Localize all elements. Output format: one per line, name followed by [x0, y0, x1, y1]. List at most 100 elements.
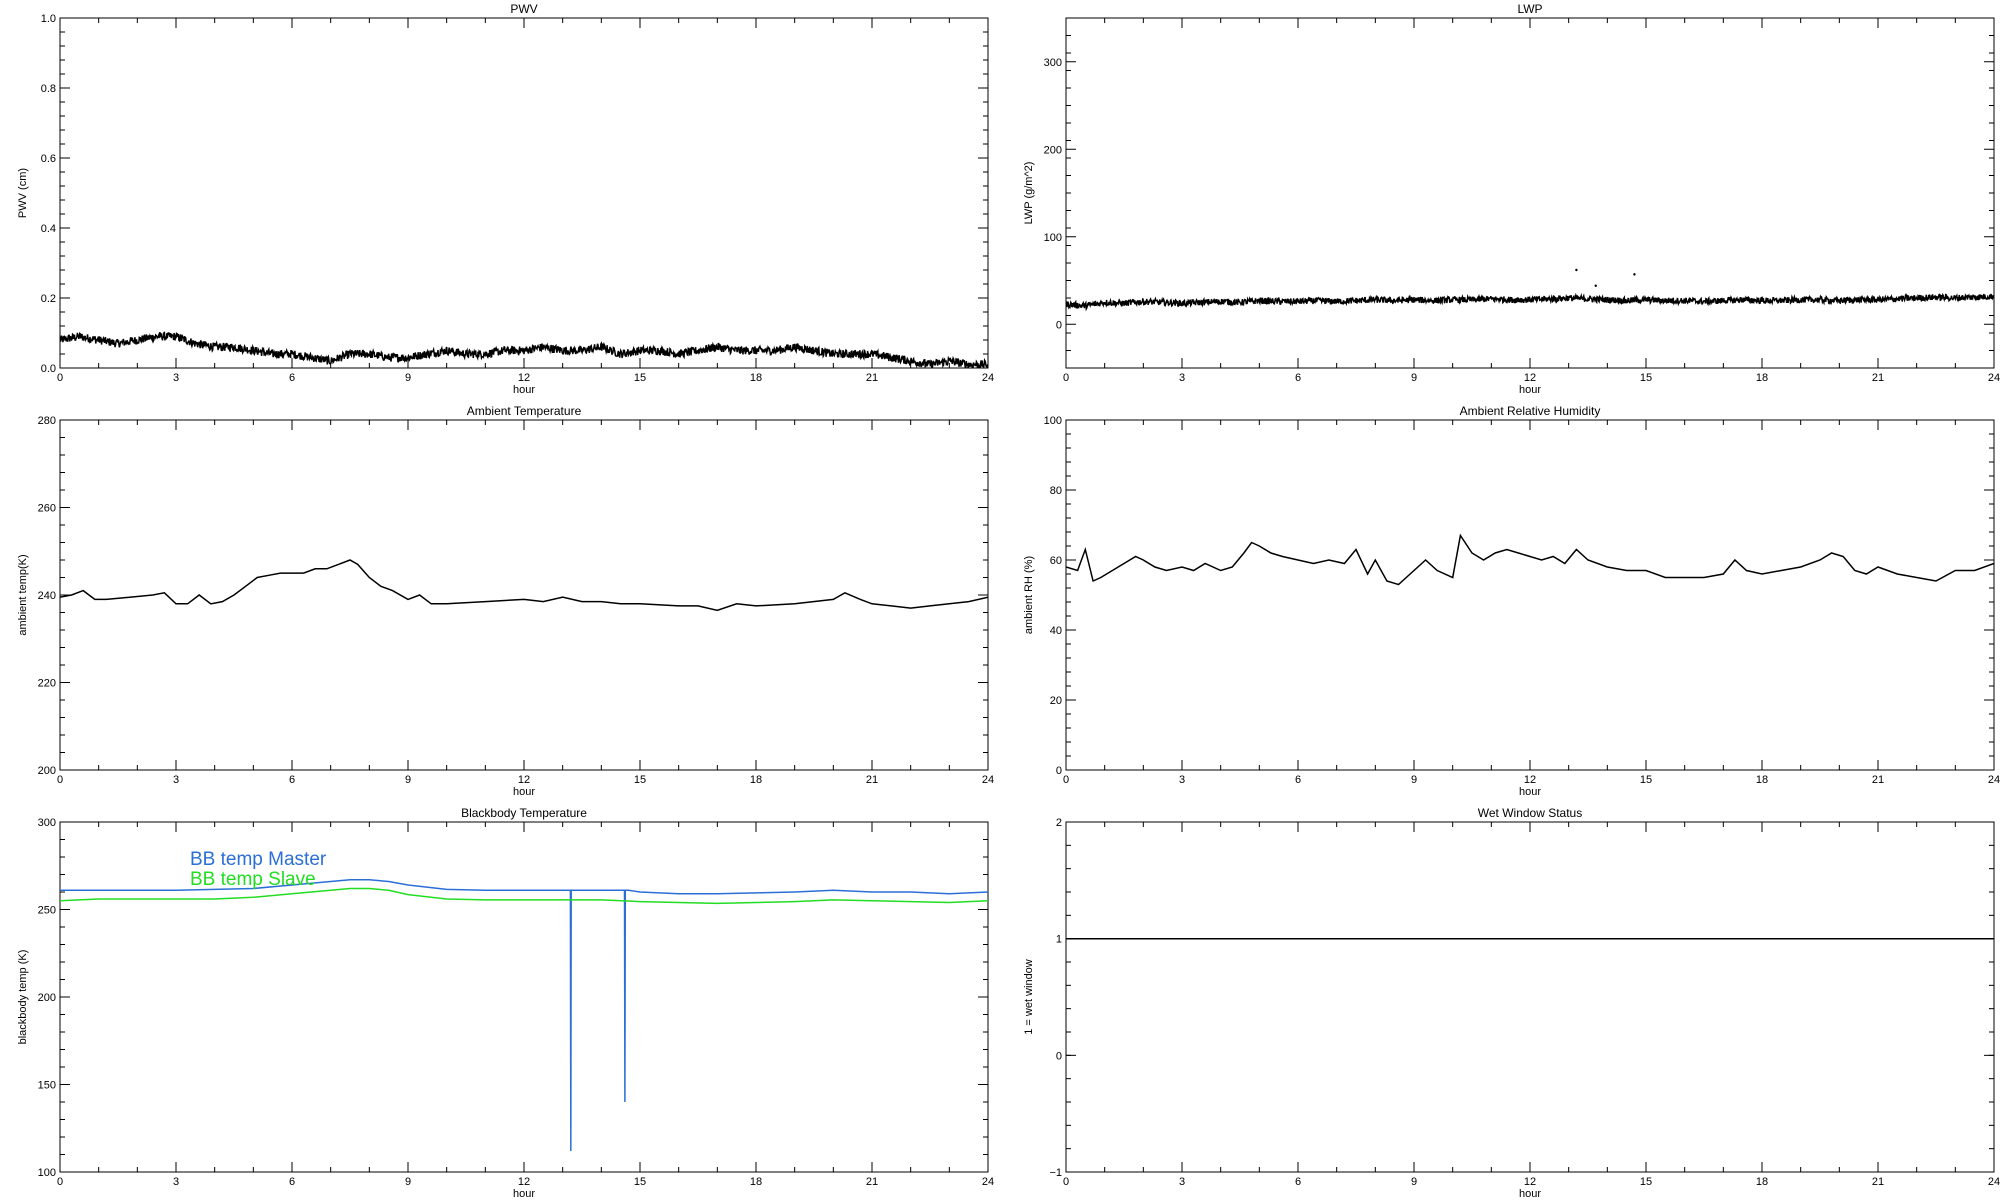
panel-title: Wet Window Status	[1478, 806, 1582, 820]
outlier-point	[1594, 284, 1597, 287]
y-tick-label: 150	[38, 1080, 56, 1092]
x-axis-label: hour	[513, 384, 535, 396]
panel-ambient_temp: Ambient Temperature 0 3 6 9 12 15 18 21 24 hour 200…	[17, 404, 994, 798]
y-tick-label: 300	[1044, 57, 1062, 69]
panel-lwp: LWP 0 3 6 9 12 15 18 21 24 hour 0 100 200 300 LWP (g/m^…	[1023, 2, 2000, 396]
y-tick-label: 80	[1050, 485, 1062, 497]
x-tick-label: 0	[57, 1176, 63, 1188]
y-axis-label: ambient temp(K)	[17, 554, 29, 635]
x-tick-label: 9	[1411, 372, 1417, 384]
y-tick-label: 0.6	[41, 153, 56, 165]
y-tick-label: 200	[38, 992, 56, 1004]
y-tick-label: 2	[1056, 817, 1062, 829]
x-tick-label: 12	[518, 372, 530, 384]
x-tick-label: 6	[289, 372, 295, 384]
plot-frame	[59, 17, 989, 369]
x-tick-label: 21	[866, 372, 878, 384]
y-tick-label: 0.8	[41, 83, 56, 95]
x-tick-label: 6	[289, 774, 295, 786]
y-tick-label: 20	[1050, 695, 1062, 707]
y-tick-label: 0	[1056, 1050, 1062, 1062]
x-tick-label: 9	[405, 372, 411, 384]
series-line	[60, 331, 988, 368]
x-tick-label: 3	[1179, 372, 1185, 384]
y-tick-label: 0	[1056, 765, 1062, 777]
x-tick-label: 24	[982, 774, 994, 786]
panel-blackbody_temp: Blackbody Temperature 0 3 6 9 12 15 18 21 24 hour 1…	[17, 806, 994, 1200]
panel-title: Ambient Temperature	[467, 404, 582, 418]
x-tick-label: 3	[173, 774, 179, 786]
x-tick-label: 3	[1179, 1176, 1185, 1188]
y-tick-label: 300	[38, 817, 56, 829]
x-tick-label: 18	[1756, 774, 1768, 786]
x-tick-label: 15	[634, 1176, 646, 1188]
plot-frame	[1065, 419, 1995, 771]
y-axis-label: blackbody temp (K)	[17, 950, 29, 1045]
y-tick-label: 0.2	[41, 293, 56, 305]
y-tick-label: 1.0	[41, 13, 56, 25]
y-tick-label: 0.0	[41, 363, 56, 375]
outlier-point	[1575, 268, 1578, 272]
x-tick-label: 12	[518, 1176, 530, 1188]
x-tick-label: 15	[634, 372, 646, 384]
x-tick-label: 15	[1640, 372, 1652, 384]
x-tick-label: 0	[1063, 774, 1069, 786]
y-axis-label: 1 = wet window	[1023, 959, 1035, 1035]
y-tick-label: 250	[38, 905, 56, 917]
x-axis-label: hour	[1519, 384, 1541, 396]
y-tick-label: 200	[38, 765, 56, 777]
x-axis-label: hour	[513, 786, 535, 798]
x-tick-label: 21	[1872, 372, 1884, 384]
x-tick-label: 0	[57, 372, 63, 384]
series-line	[60, 887, 988, 905]
y-tick-label: 40	[1050, 625, 1062, 637]
x-tick-label: 15	[634, 774, 646, 786]
x-tick-label: 21	[1872, 774, 1884, 786]
plot-frame	[1065, 17, 1995, 369]
y-tick-label: 100	[1044, 415, 1062, 427]
panel-title: LWP	[1517, 2, 1542, 16]
x-tick-label: 3	[173, 1176, 179, 1188]
x-tick-label: 12	[1524, 1176, 1536, 1188]
x-tick-label: 6	[1295, 774, 1301, 786]
x-tick-label: 24	[1988, 774, 2000, 786]
x-tick-label: 6	[1295, 1176, 1301, 1188]
x-tick-label: 6	[1295, 372, 1301, 384]
panel-title: Blackbody Temperature	[461, 806, 587, 820]
x-tick-label: 9	[1411, 774, 1417, 786]
y-tick-label: 200	[1044, 144, 1062, 156]
series-line	[1066, 292, 1994, 312]
x-axis-label: hour	[513, 1188, 535, 1200]
x-tick-label: 18	[1756, 372, 1768, 384]
x-tick-label: 18	[750, 372, 762, 384]
y-tick-label: 1	[1056, 934, 1062, 946]
y-tick-label: −1	[1049, 1167, 1062, 1179]
x-tick-label: 6	[289, 1176, 295, 1188]
x-tick-label: 3	[173, 372, 179, 384]
x-tick-label: 21	[1872, 1176, 1884, 1188]
x-tick-label: 15	[1640, 1176, 1652, 1188]
y-tick-label: 280	[38, 415, 56, 427]
x-tick-label: 24	[1988, 372, 2000, 384]
outlier-point	[1633, 273, 1636, 276]
panel-title: Ambient Relative Humidity	[1460, 404, 1601, 418]
x-tick-label: 9	[405, 1176, 411, 1188]
x-tick-label: 21	[866, 1176, 878, 1188]
panel-title: PWV	[510, 2, 537, 16]
plot-frame	[1065, 821, 1995, 1173]
x-tick-label: 12	[1524, 774, 1536, 786]
y-tick-label: 220	[38, 678, 56, 690]
y-tick-label: 100	[1044, 232, 1062, 244]
series-line	[60, 559, 988, 612]
legend-entry: BB temp Master	[190, 849, 327, 870]
y-axis-label: LWP (g/m^2)	[1023, 162, 1035, 225]
x-tick-label: 18	[1756, 1176, 1768, 1188]
x-tick-label: 12	[1524, 372, 1536, 384]
y-tick-label: 0	[1056, 319, 1062, 331]
x-tick-label: 18	[750, 774, 762, 786]
y-tick-label: 260	[38, 503, 56, 515]
x-tick-label: 9	[1411, 1176, 1417, 1188]
x-tick-label: 18	[750, 1176, 762, 1188]
